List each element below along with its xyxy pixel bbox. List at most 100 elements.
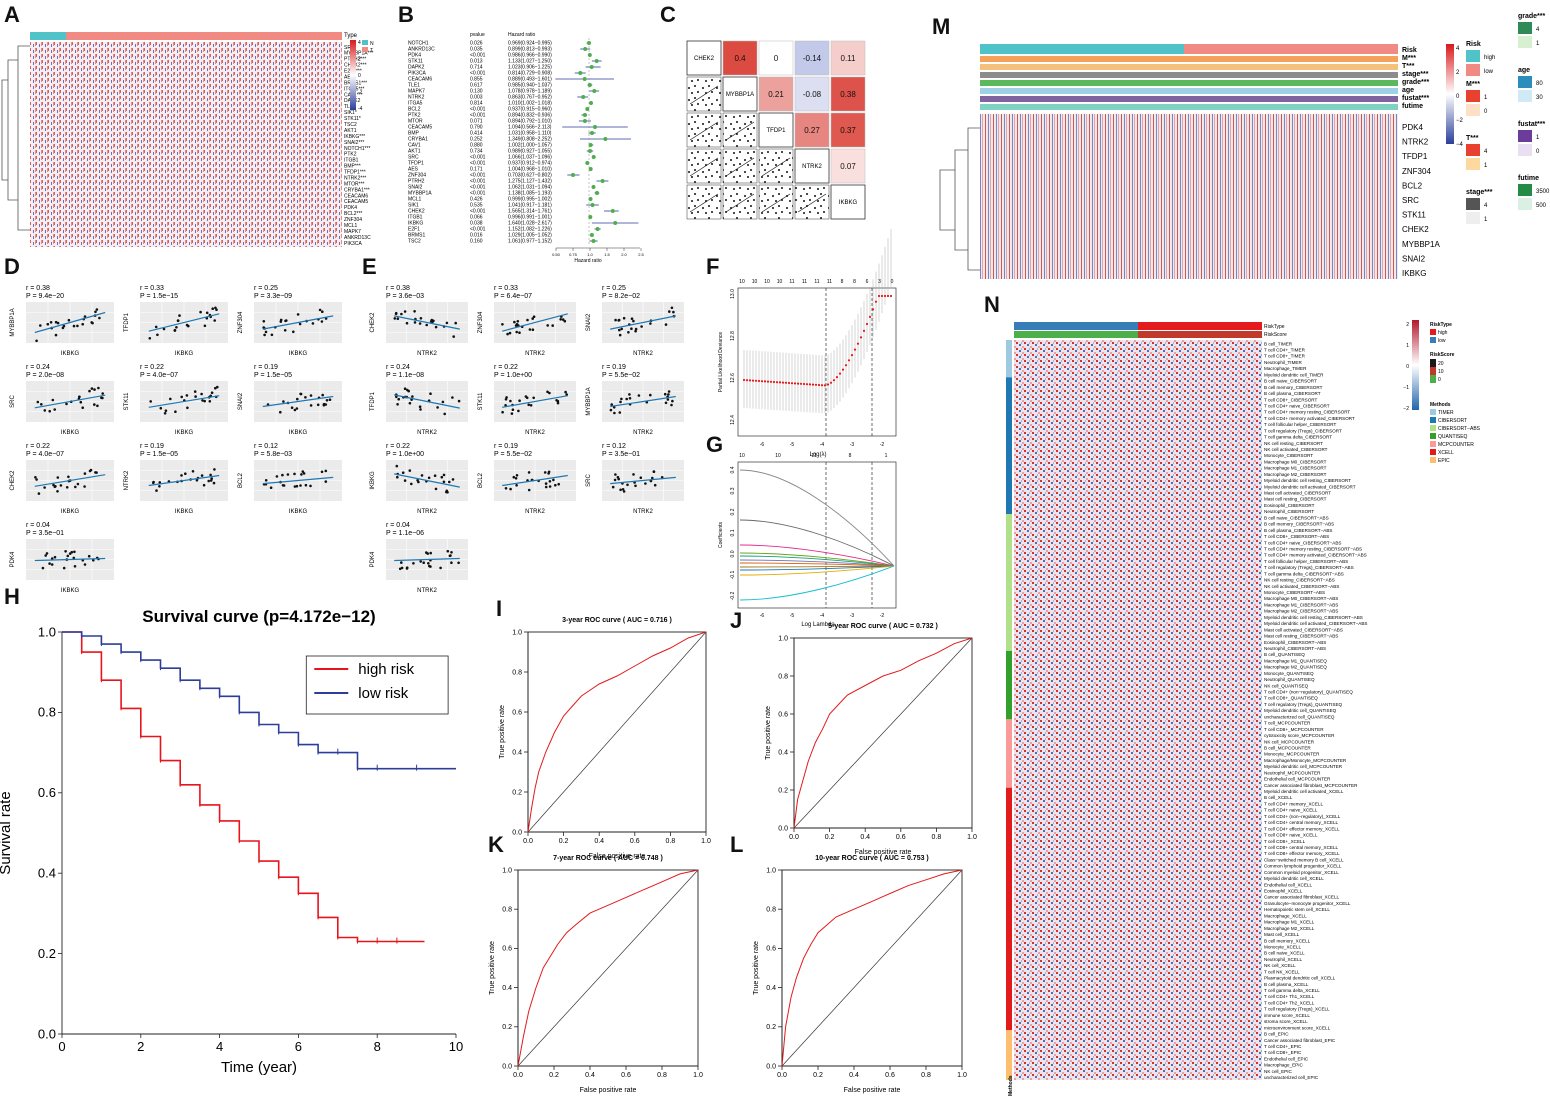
scatter-point bbox=[208, 400, 212, 403]
y-label: ZNF304 bbox=[478, 311, 484, 333]
scatter-point bbox=[401, 471, 405, 475]
cell-type-label: T cell CD4+_TIMER bbox=[1264, 348, 1306, 353]
x-label: NTRK2 bbox=[633, 351, 653, 357]
corr-cell bbox=[830, 76, 866, 112]
forest-pvalue: 0.038 bbox=[470, 221, 483, 227]
scatter-point bbox=[169, 397, 172, 401]
scatter-point bbox=[504, 404, 507, 407]
cell-type-label: Endothelial cell_MCPCOUNTER bbox=[1264, 777, 1331, 782]
x-label: NTRK2 bbox=[417, 430, 437, 436]
type-bar-normal bbox=[30, 32, 66, 40]
scatter-point bbox=[92, 558, 95, 562]
scatter-point bbox=[302, 472, 306, 475]
x-label: IKBKG bbox=[61, 351, 80, 357]
scatter-point bbox=[652, 470, 656, 473]
scatter-point bbox=[614, 473, 617, 476]
gene-labels: PDK4 NTRK2 TFDP1 ZNF304 BCL2 SRC STK11 CHEK2 MYB… bbox=[1402, 123, 1440, 278]
cell-type-label: NK cell resting_CIBERSORT−ABS bbox=[1264, 578, 1335, 583]
scatter-point bbox=[564, 390, 567, 394]
scatter-point bbox=[216, 385, 219, 389]
scatter-point bbox=[450, 551, 453, 554]
scatter-point bbox=[37, 492, 41, 495]
legend-title: M*** bbox=[1466, 81, 1480, 88]
scatter-point bbox=[649, 322, 652, 325]
forest-pvalue: 0.160 bbox=[470, 239, 483, 245]
diag-cell bbox=[830, 184, 866, 220]
scatter-point bbox=[325, 399, 329, 402]
scatter-cell bbox=[794, 184, 830, 220]
forest-point bbox=[594, 59, 599, 63]
scatter-cell bbox=[758, 184, 794, 220]
scatter-point bbox=[281, 484, 285, 487]
x-tick-label: 0.0 bbox=[777, 1072, 787, 1079]
scatter-point bbox=[56, 321, 60, 325]
panel-f-lasso-cv: 10 10 10 10 11 11 11 11 8 8 6 3 0 -6 -5 -4 -3 -2 13.0 12.… bbox=[718, 228, 897, 458]
scatter-point bbox=[427, 562, 430, 565]
coef-path bbox=[739, 565, 895, 576]
forest-hr: 0.996(0.991−1.001) bbox=[508, 215, 552, 221]
forest-hr: 1.004(0.968−1.010) bbox=[508, 167, 552, 173]
scatter-point bbox=[79, 400, 83, 404]
y-axis-label: True positive rate bbox=[489, 941, 496, 995]
panel-label-b: B bbox=[398, 2, 414, 27]
cell-type-label: NK cell_QUANTISEQ bbox=[1264, 683, 1309, 688]
forest-pvalue: <0.001 bbox=[470, 179, 486, 185]
legend-item: 30 bbox=[1536, 95, 1543, 101]
forest-point bbox=[595, 227, 600, 231]
y-tick-label: 0.2 bbox=[502, 1024, 512, 1031]
forest-hr: 1.152(1.082−1.226) bbox=[508, 227, 552, 233]
stat-r: r = 0.38 bbox=[26, 285, 50, 292]
heatmap-body bbox=[1014, 340, 1262, 1080]
scatter-point bbox=[304, 483, 308, 487]
y-tick-label: 0.0 bbox=[502, 1063, 512, 1070]
scatter-cell bbox=[722, 184, 758, 220]
scatter-point bbox=[400, 566, 404, 570]
forest-gene: SRC bbox=[408, 155, 419, 161]
scatter-point bbox=[413, 321, 417, 324]
legend-swatch bbox=[1430, 337, 1436, 343]
fit-line bbox=[262, 395, 334, 408]
scatter-point bbox=[52, 483, 55, 487]
x-label: NTRK2 bbox=[525, 351, 545, 357]
gene-label: SNAI2*** bbox=[344, 140, 364, 146]
scatter-point bbox=[262, 320, 266, 323]
cell-type-label: Neutrophil_CIBERSORT bbox=[1264, 509, 1314, 514]
cell-type-label: Macrophage M0_CIBERSORT−ABS bbox=[1264, 596, 1338, 601]
forest-gene: MTOR bbox=[408, 119, 423, 125]
panel-l-roc-10y: 10-year ROC curve ( AUC = 0.753 ) 0.0 0.2 0… bbox=[753, 855, 967, 1094]
x-axis-label: False positive rate bbox=[855, 849, 912, 856]
cell-type-label: T cell CD8+ effector memory_XCELL bbox=[1264, 851, 1340, 856]
cell-type-label: Plasmacytoid dendritic cell_XCELL bbox=[1264, 976, 1336, 981]
forest-pvalue: 0.535 bbox=[470, 203, 483, 209]
y-tick-label: 1.0 bbox=[778, 635, 788, 642]
color-scale-ticks: 4 2 0 -2 -4 bbox=[358, 40, 363, 112]
scatter-point bbox=[286, 473, 290, 476]
y-label: MYBBP1A bbox=[10, 308, 16, 336]
legend-swatch bbox=[1430, 449, 1436, 455]
forest-hr: 1.002(1.000−1.057) bbox=[508, 143, 552, 149]
scatter-point bbox=[452, 335, 456, 338]
corr-value: -0.14 bbox=[803, 54, 822, 63]
scatter-point bbox=[618, 328, 621, 332]
stat-r: r = 0.33 bbox=[494, 285, 518, 292]
legend-swatch bbox=[1518, 130, 1532, 142]
cv-point bbox=[790, 382, 794, 385]
scatter-point bbox=[637, 394, 641, 397]
scatter-point bbox=[611, 485, 615, 489]
heatmap-body bbox=[30, 42, 342, 247]
forest-hr: 0.863(0.767−0.952) bbox=[508, 95, 552, 101]
scatter-point bbox=[264, 479, 268, 482]
scatter-point bbox=[210, 477, 213, 480]
cv-point bbox=[856, 342, 860, 345]
x-tick-label: 0.6 bbox=[896, 834, 906, 841]
x-tick-label: 0.4 bbox=[849, 1072, 859, 1079]
method-bar bbox=[1006, 1030, 1012, 1080]
gene-label: SNAI2 bbox=[1402, 254, 1426, 263]
scatter-point bbox=[56, 476, 60, 479]
scatter-point bbox=[62, 324, 66, 328]
scatter-point bbox=[154, 325, 158, 329]
forest-point bbox=[589, 65, 594, 69]
y-tick: 0.4 bbox=[730, 466, 736, 473]
forest-gene: MYBBP1A bbox=[408, 191, 432, 197]
